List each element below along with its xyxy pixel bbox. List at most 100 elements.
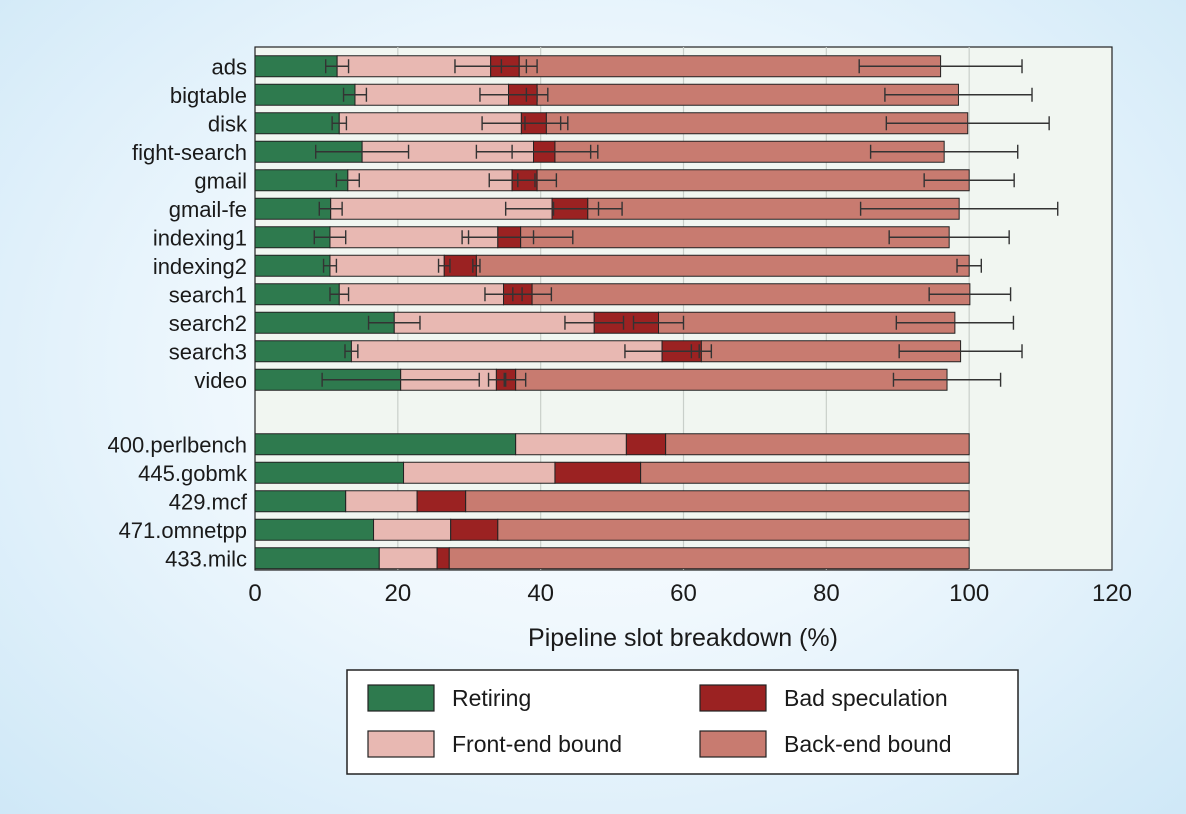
bar-433-milc-back-end-bound [448, 547, 970, 570]
error-bar-gmail-fe-retiring [318, 201, 343, 216]
x-axis: 0 20 40 60 80 100 120 [248, 580, 1132, 607]
bar-indexing2-back-end-bound [475, 254, 970, 277]
error-bar-search2-front-end-bound [564, 315, 625, 330]
category-labels: ads bigtable disk fight-search gmail gmail-fe… [108, 54, 248, 571]
category-label-indexing1: indexing1 [153, 225, 247, 250]
error-bar-ads-back-end-bound [858, 59, 1023, 74]
error-bar-ads-retiring [325, 59, 350, 74]
legend-label-retiring: Retiring [452, 685, 531, 711]
error-bar-video-retiring [321, 372, 480, 387]
error-bar-bigtable-retiring [342, 87, 368, 102]
bar-433-milc-retiring [254, 547, 380, 570]
category-label-video: video [194, 368, 247, 393]
bar-433-milc-front-end-bound [378, 547, 438, 570]
bar-indexing2-front-end-bound [329, 254, 445, 277]
category-label-fight-search: fight-search [132, 140, 247, 165]
bar-search1-back-end-bound [531, 283, 971, 306]
bar-search3-retiring [254, 340, 352, 363]
error-bar-disk-back-end-bound [885, 116, 1050, 131]
x-tick-label-120: 120 [1092, 580, 1132, 607]
error-bar-search2-bad-speculation [632, 315, 685, 330]
category-label-bigtable: bigtable [170, 83, 247, 108]
bar-445-gobmk-retiring [254, 461, 405, 484]
x-tick-label-100: 100 [949, 580, 989, 607]
bar-471-omnetpp-back-end-bound [497, 518, 970, 541]
error-bar-video-front-end-bound [487, 372, 505, 387]
x-tick-label-80: 80 [813, 580, 840, 607]
x-tick-label-0: 0 [248, 580, 261, 607]
bar-bigtable-retiring [254, 83, 356, 106]
category-label-400-perlbench: 400.perlbench [108, 432, 247, 457]
error-bar-search3-back-end-bound [898, 344, 1023, 359]
bar-400-perlbench-bad-speculation [625, 433, 667, 456]
error-bar-search1-retiring [329, 287, 350, 302]
x-tick-label-60: 60 [670, 580, 697, 607]
legend-swatch-bad-speculation [699, 684, 767, 712]
legend-label-bad-speculation: Bad speculation [784, 685, 948, 711]
bar-433-milc-bad-speculation [436, 547, 450, 570]
error-bar-ads-bad-speculation [500, 59, 538, 74]
bar-gmail-front-end-bound [347, 169, 513, 192]
category-label-indexing2: indexing2 [153, 254, 247, 279]
error-bar-search2-retiring [367, 315, 421, 330]
error-bar-search3-bad-speculation [690, 344, 713, 359]
category-label-search1: search1 [169, 282, 247, 307]
bar-indexing2-retiring [254, 254, 331, 277]
bar-gmail-retiring [254, 169, 349, 192]
bar-ads-retiring [254, 55, 338, 78]
error-bar-indexing2-bad-speculation [472, 258, 481, 273]
category-label-471-omnetpp: 471.omnetpp [119, 518, 247, 543]
error-bar-indexing1-back-end-bound [888, 230, 1010, 245]
category-label-search3: search3 [169, 339, 247, 364]
bar-400-perlbench-front-end-bound [515, 433, 627, 456]
error-bar-search3-retiring [344, 344, 359, 359]
legend: Retiring Bad speculation Front-end bound Ba… [346, 669, 1019, 775]
category-label-search2: search2 [169, 311, 247, 336]
error-bars [313, 59, 1059, 387]
error-bar-gmail-fe-bad-speculation [552, 201, 623, 216]
bar-search2-front-end-bound [393, 311, 595, 334]
error-bar-fight-search-retiring [315, 144, 410, 159]
bar-429-mcf-back-end-bound [465, 490, 970, 513]
x-tick-label-40: 40 [527, 580, 554, 607]
error-bar-fight-search-back-end-bound [869, 144, 1019, 159]
legend-label-back-end-bound: Back-end bound [784, 731, 952, 757]
bar-400-perlbench-back-end-bound [665, 433, 970, 456]
error-bar-video-bad-speculation [504, 372, 527, 387]
bar-search3-front-end-bound [350, 340, 663, 363]
error-bar-bigtable-back-end-bound [884, 87, 1033, 102]
error-bar-search1-back-end-bound [928, 287, 1012, 302]
legend-box [346, 669, 1019, 775]
category-label-445-gobmk: 445.gobmk [138, 461, 248, 486]
category-label-ads: ads [212, 54, 247, 79]
error-bar-gmail-back-end-bound [923, 173, 1015, 188]
category-label-gmail: gmail [194, 168, 247, 193]
legend-swatch-front-end-bound [367, 730, 435, 758]
x-tick-label-20: 20 [384, 580, 411, 607]
category-label-433-milc: 433.milc [165, 546, 247, 571]
error-bar-gmail-retiring [335, 173, 360, 188]
error-bar-video-back-end-bound [892, 372, 1002, 387]
bars [254, 55, 971, 570]
error-bar-fight-search-bad-speculation [511, 144, 599, 159]
error-bar-indexing1-retiring [313, 230, 347, 245]
error-bar-disk-retiring [331, 116, 348, 131]
error-bar-indexing2-front-end-bound [437, 258, 451, 273]
error-bar-indexing2-retiring [322, 258, 338, 273]
bar-gmail-back-end-bound [536, 169, 970, 192]
legend-swatch-retiring [367, 684, 435, 712]
error-bar-bigtable-bad-speculation [525, 87, 549, 102]
bar-video-back-end-bound [515, 368, 948, 391]
category-label-gmail-fe: gmail-fe [169, 197, 247, 222]
bar-disk-retiring [254, 112, 340, 135]
bar-search1-retiring [254, 283, 340, 306]
bar-400-perlbench-retiring [254, 433, 517, 456]
bar-429-mcf-front-end-bound [345, 490, 418, 513]
bar-471-omnetpp-retiring [254, 518, 375, 541]
legend-label-front-end-bound: Front-end bound [452, 731, 622, 757]
category-label-429-mcf: 429.mcf [169, 489, 248, 514]
error-bar-indexing2-back-end-bound [956, 258, 983, 273]
error-bar-search2-back-end-bound [895, 315, 1015, 330]
bar-471-omnetpp-front-end-bound [373, 518, 452, 541]
